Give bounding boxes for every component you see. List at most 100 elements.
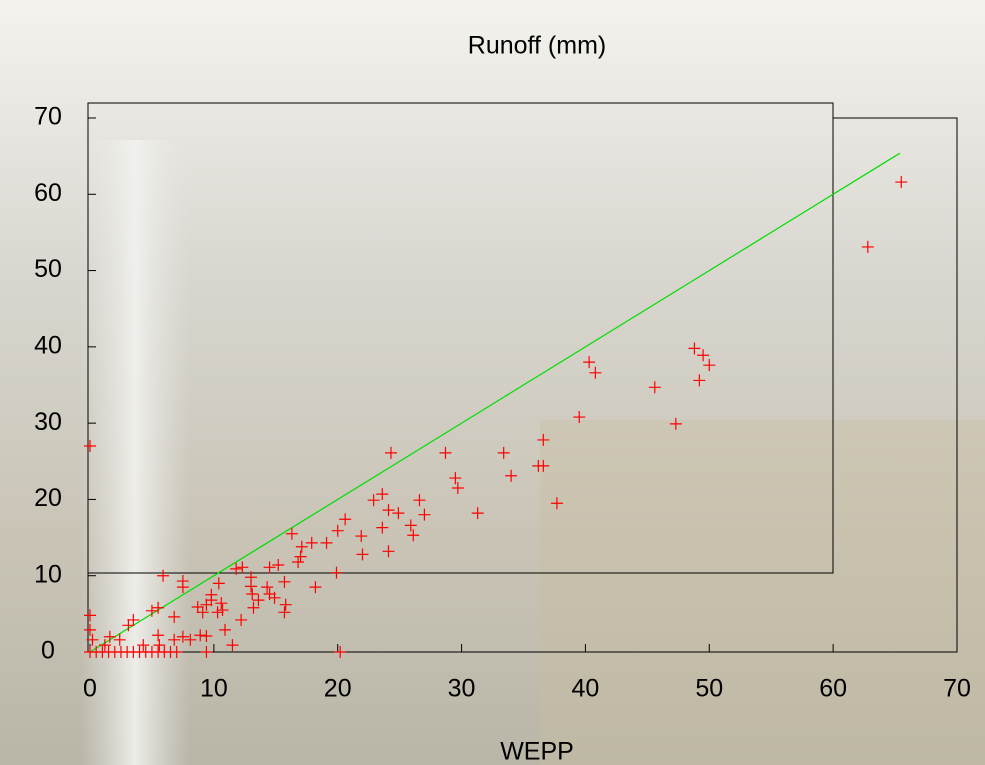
data-point: [152, 629, 165, 642]
data-point: [589, 366, 602, 379]
data-point: [404, 519, 417, 532]
data-point: [272, 559, 285, 572]
data-point: [252, 594, 265, 607]
data-point: [194, 629, 207, 642]
data-point: [84, 623, 96, 636]
data-point: [295, 540, 308, 553]
data-point: [263, 561, 276, 574]
data-point: [278, 575, 291, 588]
data-point: [505, 469, 518, 482]
data-point: [86, 633, 99, 646]
data-point: [309, 581, 322, 594]
y-tick-label: 20: [34, 484, 62, 512]
data-point: [200, 598, 213, 611]
data-point: [122, 619, 135, 632]
chart-title: Runoff (mm): [468, 32, 606, 60]
data-point: [103, 630, 116, 643]
data-point: [669, 417, 682, 430]
data-point: [294, 550, 307, 563]
data-point: [226, 639, 239, 652]
data-point: [168, 633, 181, 646]
data-point: [235, 613, 248, 626]
data-point: [384, 446, 397, 459]
data-point: [152, 601, 165, 614]
x-tick-label: 30: [448, 675, 476, 703]
data-point: [200, 646, 213, 658]
x-tick-label: 70: [943, 675, 971, 703]
data-point: [279, 598, 292, 611]
data-point: [573, 411, 586, 424]
data-point: [261, 581, 274, 594]
data-point: [211, 606, 224, 619]
data-point: [334, 646, 347, 658]
data-point: [268, 591, 281, 604]
data-point: [278, 606, 291, 619]
data-point: [216, 604, 229, 617]
y-tick-label: 40: [34, 331, 62, 359]
y-tick-label: 0: [41, 637, 55, 665]
data-point: [153, 639, 166, 652]
x-tick-label: 0: [83, 675, 97, 703]
data-point: [497, 446, 510, 459]
data-point: [392, 507, 405, 520]
y-tick-label: 70: [34, 103, 62, 131]
data-point: [205, 588, 218, 601]
data-point: [212, 577, 225, 590]
data-point: [145, 604, 158, 617]
data-point: [703, 359, 716, 372]
data-point: [170, 646, 183, 658]
x-tick-label: 60: [819, 675, 847, 703]
data-point: [451, 481, 464, 494]
data-point: [583, 356, 596, 369]
x-tick-label: 40: [572, 675, 600, 703]
data-point: [168, 610, 181, 623]
data-point: [184, 633, 197, 646]
background-shape: [80, 140, 190, 765]
data-point: [84, 440, 96, 453]
data-point: [245, 580, 258, 593]
x-axis-label: WEPP: [500, 738, 574, 765]
x-tick-label: 10: [200, 675, 228, 703]
data-point: [413, 494, 426, 507]
data-point: [215, 597, 228, 610]
data-point: [246, 588, 259, 601]
data-point: [305, 536, 318, 549]
data-point: [697, 349, 710, 362]
data-point: [230, 562, 243, 575]
data-point: [382, 504, 395, 517]
data-point: [113, 633, 126, 646]
x-tick-label: 20: [324, 675, 352, 703]
data-point: [98, 639, 111, 652]
data-point: [356, 548, 369, 561]
data-point: [137, 639, 150, 652]
data-point: [84, 609, 96, 622]
data-point: [292, 555, 305, 568]
data-point: [693, 374, 706, 387]
data-point: [330, 566, 343, 579]
x-tick-label: 50: [695, 675, 723, 703]
data-point: [127, 613, 140, 626]
data-point: [355, 530, 368, 543]
data-point: [320, 536, 333, 549]
data-point: [382, 545, 395, 558]
data-point: [407, 529, 420, 542]
background-shape: [540, 420, 985, 765]
data-point: [376, 521, 389, 534]
data-point: [895, 176, 908, 189]
data-point: [648, 381, 661, 394]
data-point: [247, 601, 260, 614]
data-point: [219, 623, 232, 636]
data-point: [688, 342, 701, 355]
data-point: [537, 459, 550, 472]
data-point: [537, 433, 550, 446]
data-point: [367, 494, 380, 507]
data-point: [200, 629, 213, 642]
data-point: [157, 569, 170, 582]
data-point: [550, 497, 563, 510]
data-point: [376, 488, 389, 501]
data-point: [471, 507, 484, 520]
data-point: [418, 508, 431, 521]
data-point: [861, 240, 874, 253]
data-point: [176, 630, 189, 643]
